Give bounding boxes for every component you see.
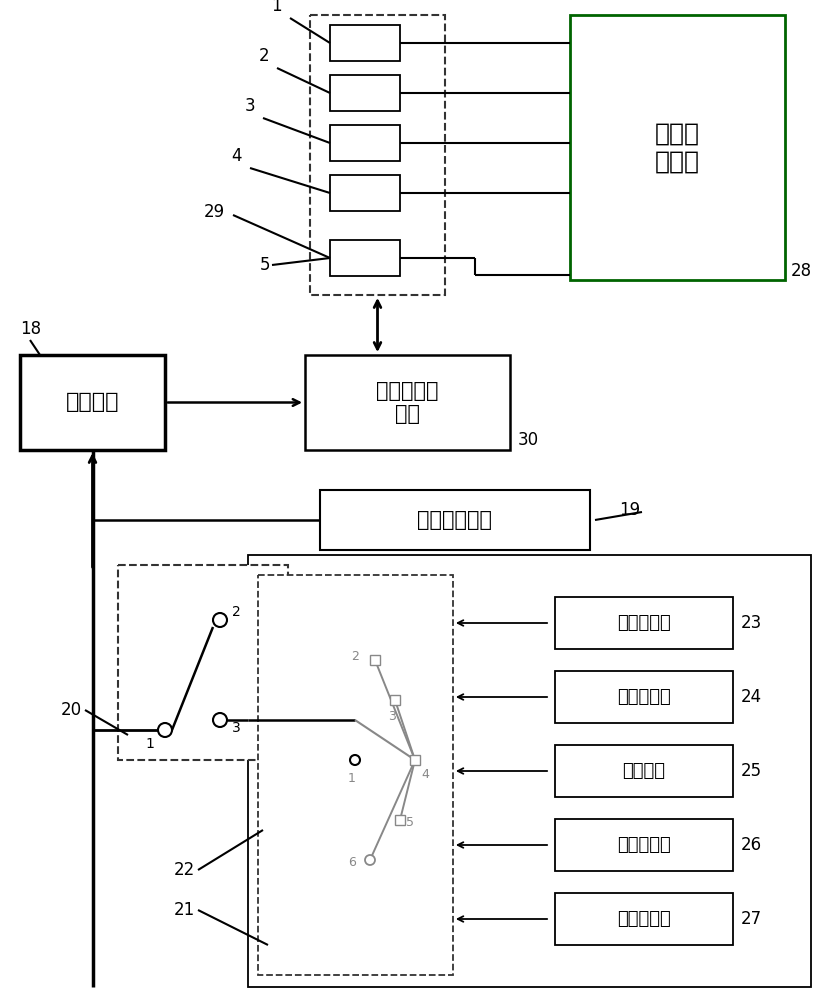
Text: 开位测试挡: 开位测试挡 bbox=[617, 614, 671, 632]
Text: 关位测试挡: 关位测试挡 bbox=[617, 688, 671, 706]
Text: 26: 26 bbox=[741, 836, 762, 854]
Circle shape bbox=[213, 713, 227, 727]
Text: 20: 20 bbox=[61, 701, 82, 719]
Text: 5: 5 bbox=[259, 256, 270, 274]
Bar bbox=[310, 15, 445, 295]
Text: 29: 29 bbox=[204, 203, 225, 221]
Bar bbox=[330, 175, 400, 211]
Bar bbox=[330, 125, 400, 161]
Circle shape bbox=[350, 755, 360, 765]
Bar bbox=[555, 745, 733, 797]
Bar bbox=[305, 355, 510, 450]
Text: 执行机构: 执行机构 bbox=[66, 392, 120, 412]
Circle shape bbox=[158, 723, 172, 737]
Bar bbox=[555, 893, 733, 945]
Text: 4: 4 bbox=[232, 147, 242, 165]
Bar bbox=[370, 655, 380, 665]
Text: 18: 18 bbox=[20, 320, 41, 338]
Bar bbox=[390, 695, 400, 705]
Text: 19: 19 bbox=[619, 501, 640, 519]
Text: 1: 1 bbox=[272, 0, 282, 15]
Text: 23: 23 bbox=[741, 614, 762, 632]
Circle shape bbox=[213, 613, 227, 627]
Text: 3: 3 bbox=[232, 721, 241, 735]
Text: 6: 6 bbox=[348, 856, 356, 869]
Bar bbox=[20, 355, 165, 450]
Bar bbox=[320, 490, 590, 550]
Text: 2: 2 bbox=[232, 605, 241, 619]
Bar bbox=[330, 75, 400, 111]
Bar bbox=[570, 15, 785, 280]
Text: 初始位挡: 初始位挡 bbox=[622, 762, 666, 780]
Text: 1: 1 bbox=[348, 772, 356, 784]
Text: 22: 22 bbox=[174, 861, 195, 879]
Text: 25: 25 bbox=[741, 762, 762, 780]
Bar bbox=[258, 575, 453, 975]
Text: 4: 4 bbox=[421, 768, 429, 782]
Text: 5: 5 bbox=[406, 816, 414, 828]
Text: 27: 27 bbox=[741, 910, 762, 928]
Text: 1: 1 bbox=[145, 737, 155, 751]
Bar bbox=[555, 819, 733, 871]
Bar bbox=[330, 240, 400, 276]
Bar bbox=[248, 555, 811, 987]
Text: 24: 24 bbox=[741, 688, 762, 706]
Text: 数据采
集模块: 数据采 集模块 bbox=[655, 122, 700, 173]
Bar bbox=[555, 671, 733, 723]
Text: 2: 2 bbox=[351, 650, 359, 664]
Text: 28: 28 bbox=[791, 262, 812, 280]
Bar bbox=[410, 755, 420, 765]
Bar bbox=[330, 25, 400, 61]
Bar bbox=[555, 597, 733, 649]
Text: 30: 30 bbox=[518, 431, 539, 449]
Text: 2: 2 bbox=[258, 47, 269, 65]
Text: 突开测试挡: 突开测试挡 bbox=[617, 836, 671, 854]
Bar bbox=[395, 815, 405, 825]
Text: 负荷指令模块: 负荷指令模块 bbox=[417, 510, 493, 530]
Text: 21: 21 bbox=[174, 901, 195, 919]
Text: 汽轮机发机
电组: 汽轮机发机 电组 bbox=[376, 381, 439, 424]
Circle shape bbox=[365, 855, 375, 865]
Text: 3: 3 bbox=[244, 97, 255, 115]
Text: 突关测试挡: 突关测试挡 bbox=[617, 910, 671, 928]
Bar bbox=[118, 565, 288, 760]
Text: 3: 3 bbox=[388, 710, 396, 722]
